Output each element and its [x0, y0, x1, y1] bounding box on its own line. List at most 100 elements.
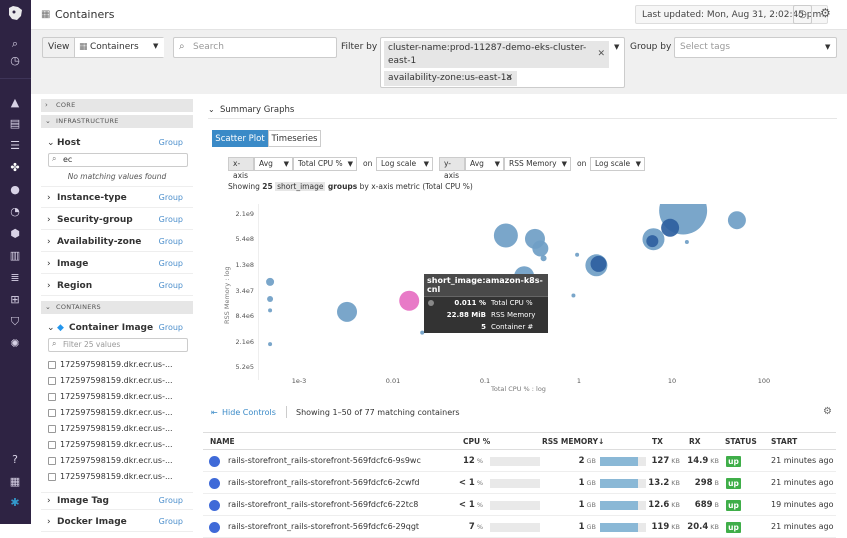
remove-tag-icon[interactable]: ✕ [505, 73, 513, 83]
group-by-select[interactable]: Select tags ▼ [674, 37, 837, 58]
x-agg-select[interactable]: Avg ▼ [254, 157, 293, 171]
remove-tag-icon[interactable]: ✕ [597, 49, 605, 59]
containers-icon[interactable]: ✤ [10, 161, 20, 174]
scatter-point[interactable] [571, 293, 576, 298]
group-link[interactable]: Group [158, 138, 183, 147]
view-selector[interactable]: View ▦ Containers ▼ [42, 37, 164, 58]
scatter-point[interactable] [267, 296, 274, 303]
scatter-point[interactable] [590, 255, 607, 272]
checkbox[interactable] [48, 393, 56, 401]
datadog-logo-icon[interactable] [6, 4, 25, 23]
scatter-point[interactable] [268, 342, 273, 347]
group-link[interactable]: Group [158, 193, 183, 202]
tab-timeseries[interactable]: Timeseries [268, 130, 321, 147]
container-image-option[interactable]: 172597598159.dkr.ecr.us-... [48, 456, 188, 469]
scatter-point[interactable] [684, 239, 689, 244]
facet-container-image[interactable]: ⌄ ◆ Container Image Group [41, 320, 193, 338]
container-image-option[interactable]: 172597598159.dkr.ecr.us-... [48, 440, 188, 453]
group-link[interactable]: Group [158, 281, 183, 290]
x-metric-select[interactable]: Total CPU % ▼ [293, 157, 357, 171]
search-input[interactable]: ⌕ Search [173, 37, 337, 58]
scatter-point[interactable] [337, 301, 358, 322]
notebooks-icon[interactable]: ▥ [9, 249, 21, 262]
gear-icon[interactable]: ⚙ [823, 406, 832, 417]
group-link[interactable]: Group [158, 237, 183, 246]
infrastructure-icon[interactable]: ☰ [10, 139, 20, 152]
column-header-start[interactable]: START [771, 437, 798, 446]
y-scale-select[interactable]: Log scale ▼ [590, 157, 645, 171]
column-header-rss-memory[interactable]: RSS MEMORY↓ [542, 437, 605, 446]
group-link[interactable]: Group [158, 215, 183, 224]
facet-instance-type[interactable]: › Instance-type Group [41, 190, 193, 208]
facet-region[interactable]: › Region Group [41, 278, 193, 296]
table-row[interactable]: rails-storefront_rails-storefront-569fdc… [203, 495, 836, 516]
logs-icon[interactable]: ≣ [10, 271, 20, 284]
scatter-point[interactable] [646, 235, 659, 248]
help-icon[interactable]: ? [12, 453, 18, 466]
facet-host[interactable]: ⌄ Host Group [41, 135, 193, 153]
scatter-point[interactable] [661, 218, 680, 237]
container-image-option[interactable]: 172597598159.dkr.ecr.us-... [48, 360, 188, 373]
scatter-plot[interactable] [258, 204, 838, 380]
rum-icon[interactable]: ✺ [10, 337, 20, 350]
column-header-status[interactable]: STATUS [725, 437, 757, 446]
host-search-input[interactable]: ⌕ ec [48, 153, 188, 167]
scatter-point[interactable] [493, 223, 518, 248]
column-header-cpu[interactable]: CPU % [463, 437, 491, 446]
checkbox[interactable] [48, 457, 56, 465]
filter-tags-input[interactable]: cluster-name:prod-11287-demo-eks-cluster… [380, 37, 625, 88]
table-row[interactable]: rails-storefront_rails-storefront-569fdc… [203, 517, 836, 538]
column-header-tx[interactable]: TX [652, 437, 663, 446]
table-row[interactable]: rails-storefront_rails-storefront-569fdc… [203, 451, 836, 472]
container-image-option[interactable]: 172597598159.dkr.ecr.us-... [48, 376, 188, 389]
scatter-point[interactable] [420, 330, 425, 335]
user-avatar-icon[interactable]: ✱ [10, 496, 20, 509]
hide-controls-icon[interactable]: ⇤ [211, 408, 218, 417]
apm-icon[interactable]: ◔ [10, 205, 20, 218]
security-icon[interactable]: ⛉ [10, 315, 20, 328]
container-image-option[interactable]: 172597598159.dkr.ecr.us-... [48, 424, 188, 437]
scatter-point[interactable] [540, 255, 547, 262]
scatter-point[interactable] [575, 252, 580, 257]
summary-graphs-title[interactable]: Summary Graphs [220, 105, 295, 115]
y-agg-select[interactable]: Avg ▼ [465, 157, 504, 171]
checkbox[interactable] [48, 377, 56, 385]
dashboards-icon[interactable]: ▤ [9, 117, 21, 130]
synthetics-icon[interactable]: ⊞ [10, 293, 20, 306]
core-section-header[interactable]: › CORE [41, 99, 193, 112]
facet-availability-zone[interactable]: › Availability-zone Group [41, 234, 193, 252]
team-icon[interactable]: ▦ [9, 475, 21, 488]
chevron-down-icon[interactable]: ▼ [614, 43, 620, 51]
checkbox[interactable] [48, 361, 56, 369]
checkbox[interactable] [48, 425, 56, 433]
group-link[interactable]: Group [158, 496, 183, 505]
integrations-icon[interactable]: ⬢ [10, 227, 20, 240]
containers-section-header[interactable]: ⌄ CONTAINERS [41, 301, 193, 314]
hide-controls-button[interactable]: Hide Controls [222, 408, 276, 417]
tab-scatter-plot[interactable]: Scatter Plot [212, 130, 268, 147]
chevron-down-icon[interactable]: ⌄ [208, 105, 215, 114]
container-image-filter-input[interactable]: ⌕ Filter 25 values [48, 338, 188, 352]
group-link[interactable]: Group [158, 259, 183, 268]
group-link[interactable]: Group [158, 323, 183, 332]
checkbox[interactable] [48, 409, 56, 417]
scatter-point[interactable] [727, 211, 746, 230]
facet-image-tag[interactable]: › Image Tag Group [41, 492, 193, 510]
scatter-point[interactable] [268, 308, 273, 313]
facet-image[interactable]: › Image Group [41, 256, 193, 274]
scatter-point[interactable] [399, 290, 420, 311]
checkbox[interactable] [48, 441, 56, 449]
binoculars-icon[interactable]: ▲ [10, 96, 20, 109]
x-scale-select[interactable]: Log scale ▼ [376, 157, 433, 171]
table-row[interactable]: rails-storefront_rails-storefront-569fdc… [203, 473, 836, 494]
gear-icon[interactable]: ⚙ [820, 6, 831, 20]
container-image-option[interactable]: 172597598159.dkr.ecr.us-... [48, 472, 188, 485]
search-icon[interactable]: ⌕ [11, 37, 19, 50]
column-header-rx[interactable]: RX [689, 437, 701, 446]
infrastructure-section-header[interactable]: ⌄ INFRASTRUCTURE [41, 115, 193, 128]
recent-icon[interactable]: ◷ [10, 54, 20, 67]
container-image-option[interactable]: 172597598159.dkr.ecr.us-... [48, 408, 188, 421]
last-updated-button[interactable]: Last updated: Mon, Aug 31, 2:02:45 pm [635, 5, 829, 24]
column-header-name[interactable]: NAME [210, 437, 235, 446]
checkbox[interactable] [48, 473, 56, 481]
